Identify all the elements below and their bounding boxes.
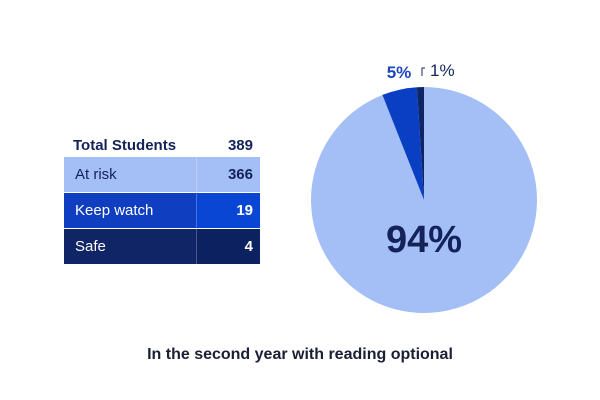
at-risk-label: At risk xyxy=(75,166,117,183)
table-row-keep-watch: Keep watch 19 xyxy=(64,193,260,228)
at-risk-value: 366 xyxy=(196,157,260,192)
pie-label-at-risk: 94% xyxy=(386,219,462,261)
total-students-row: Total Students 389 xyxy=(64,134,260,156)
pie-label-keep-watch: 5% xyxy=(387,63,412,82)
pie-slice-safe xyxy=(416,87,424,200)
total-students-label: Total Students xyxy=(73,136,177,154)
safe-value: 4 xyxy=(196,229,260,264)
total-students-value: 389 xyxy=(227,136,253,154)
keep-watch-value: 19 xyxy=(196,193,260,228)
table-row-safe: Safe 4 xyxy=(64,229,260,264)
summary-table: Total Students 389 At risk 366 Keep watc… xyxy=(64,134,260,264)
chart-caption: In the second year with reading optional xyxy=(147,346,453,363)
leader-line-safe xyxy=(421,67,425,76)
keep-watch-label: Keep watch xyxy=(75,202,154,219)
pie-slice-keep-watch xyxy=(382,87,424,200)
pie-label-safe: 1% xyxy=(430,61,455,80)
table-row-at-risk: At risk 366 xyxy=(64,157,260,192)
safe-label: Safe xyxy=(75,238,106,255)
